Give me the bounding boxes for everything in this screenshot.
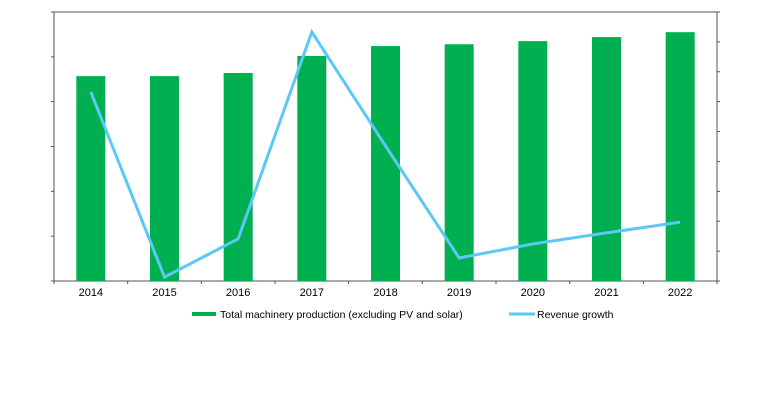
x-tick-label: 2021 [594, 287, 618, 299]
bar-2016 [223, 72, 253, 282]
bar-2014 [76, 76, 106, 281]
bar-2019 [444, 44, 474, 281]
legend-label-line: Revenue growth [537, 309, 614, 321]
bar-2021 [592, 37, 621, 282]
bar-2017 [297, 55, 327, 281]
x-tick-label: 2022 [668, 287, 692, 299]
x-tick-label: 2014 [79, 287, 103, 299]
x-tick-label: 2016 [226, 287, 250, 299]
x-tick-label: 2020 [521, 287, 545, 299]
x-tick-label: 2017 [300, 287, 324, 299]
bar-2018 [371, 46, 400, 281]
legend-label-bar: Total machinery production (excluding PV… [220, 309, 463, 321]
x-tick-label: 2015 [152, 287, 176, 299]
x-tick-label: 2018 [373, 287, 397, 299]
x-tick-label: 2019 [447, 287, 471, 299]
legend: Total machinery production (excluding PV… [192, 309, 614, 321]
bar-2015 [150, 76, 179, 281]
bar-2022 [665, 32, 695, 281]
